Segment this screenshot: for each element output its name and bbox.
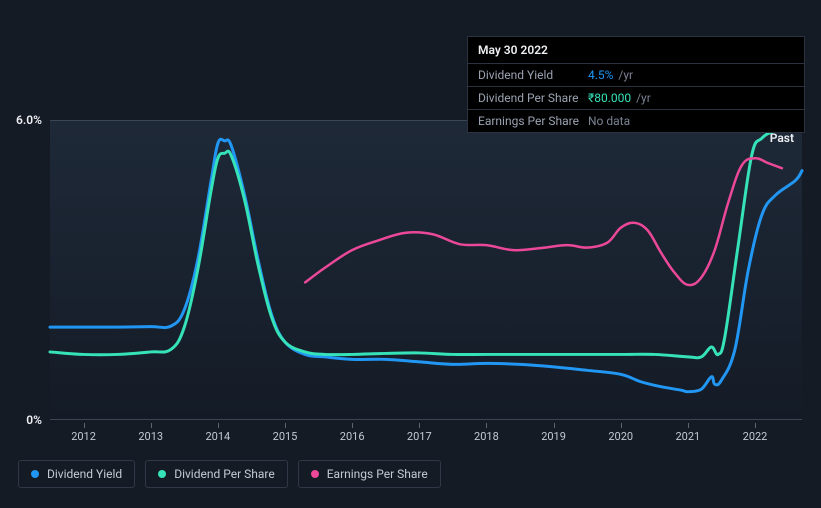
x-axis-label: 2020 (608, 430, 633, 443)
x-axis-tick (218, 423, 219, 428)
x-axis-tick (755, 423, 756, 428)
chart-svg (50, 121, 802, 419)
chart-container: Past 6.0%0% 2012201320142015201620172018… (50, 120, 802, 420)
x-axis-tick (84, 423, 85, 428)
y-axis-label: 6.0% (16, 113, 42, 127)
x-axis-label: 2019 (541, 430, 566, 443)
x-axis-tick (151, 423, 152, 428)
tooltip-row: Earnings Per ShareNo data (468, 110, 804, 132)
legend-label: Dividend Per Share (174, 467, 275, 481)
legend-item[interactable]: Earnings Per Share (298, 460, 441, 488)
x-axis-label: 2014 (205, 430, 230, 443)
x-axis-tick (419, 423, 420, 428)
legend-label: Earnings Per Share (327, 467, 428, 481)
x-axis-tick (285, 423, 286, 428)
x-axis-tick (621, 423, 622, 428)
legend-dot-icon (158, 470, 166, 478)
legend: Dividend Yield Dividend Per Share Earnings… (18, 460, 441, 488)
x-axis-tick (688, 423, 689, 428)
legend-dot-icon (311, 470, 319, 478)
tooltip-row: Dividend Per Share₹80.000 /yr (468, 87, 804, 110)
tooltip-date: May 30 2022 (468, 37, 804, 64)
series-earnings-per-share (305, 158, 782, 285)
tooltip-row-label: Earnings Per Share (478, 114, 588, 128)
x-axis-tick (554, 423, 555, 428)
x-axis-label: 2017 (407, 430, 432, 443)
tooltip-row-value: No data (588, 114, 630, 128)
tooltip: May 30 2022 Dividend Yield4.5% /yrDivide… (467, 36, 805, 133)
legend-dot-icon (31, 470, 39, 478)
y-axis-label: 0% (26, 413, 42, 427)
legend-label: Dividend Yield (47, 467, 122, 481)
tooltip-row-label: Dividend Yield (478, 68, 588, 82)
legend-item[interactable]: Dividend Yield (18, 460, 135, 488)
x-axis-tick (352, 423, 353, 428)
chart-plot-area[interactable]: Past (50, 120, 802, 420)
tooltip-row-value: ₹80.000 /yr (588, 91, 651, 105)
tooltip-row: Dividend Yield4.5% /yr (468, 64, 804, 87)
x-axis-tick (486, 423, 487, 428)
tooltip-row-value: 4.5% /yr (588, 68, 633, 82)
x-axis-label: 2015 (273, 430, 298, 443)
x-axis: 2012 2013 2014 2015 2016 2017 2018 2019 2020 2021… (50, 420, 802, 440)
series-dividend-per-share (50, 123, 802, 357)
x-axis-label: 2012 (71, 430, 96, 443)
x-axis-label: 2022 (743, 430, 768, 443)
legend-item[interactable]: Dividend Per Share (145, 460, 288, 488)
x-axis-label: 2013 (138, 430, 163, 443)
x-axis-label: 2016 (340, 430, 365, 443)
x-axis-label: 2018 (474, 430, 499, 443)
x-axis-label: 2021 (675, 430, 700, 443)
tooltip-row-label: Dividend Per Share (478, 91, 588, 105)
